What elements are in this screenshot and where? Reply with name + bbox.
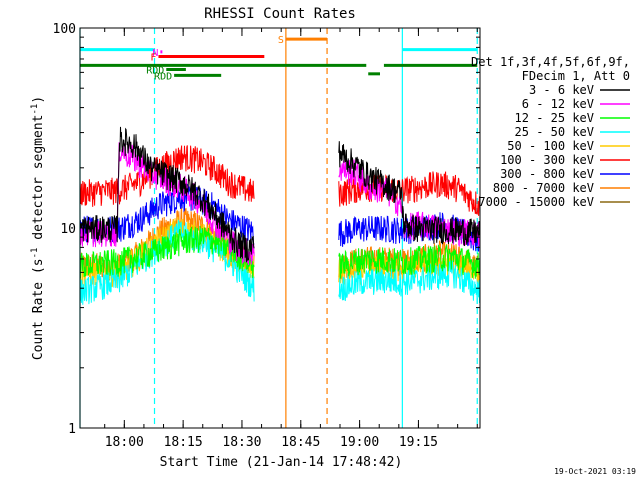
y-axis-label-main: Count Rate (s	[31, 258, 46, 360]
flag-label: N	[152, 48, 158, 59]
series-100-300-kev-line	[79, 145, 255, 207]
y-tick-label: 1	[68, 422, 76, 437]
legend-label: 6 - 12 keV	[522, 97, 594, 111]
series-25-50-kev-line-after-gap	[338, 259, 480, 304]
x-tick-label: 18:15	[164, 435, 203, 450]
series-3-6-kev-line-after-gap	[338, 141, 480, 247]
chart-title: RHESSI Count Rates	[204, 6, 356, 22]
legend-label: 800 - 7000 keV	[493, 181, 594, 195]
legend-label: 300 - 800 keV	[500, 167, 594, 181]
legend: Det 1f,3f,4f,5f,6f,9f, FDecim 1, Att 0 3…	[471, 55, 630, 209]
y-axis-label-exp1: -1	[30, 248, 40, 259]
legend-label: 25 - 50 keV	[515, 125, 594, 139]
axis-ticks: 18:00 18:15 18:30 18:45 19:00 19:15 1 10 100	[53, 22, 480, 450]
legend-label: 12 - 25 keV	[515, 111, 594, 125]
x-tick-label: 18:00	[105, 435, 144, 450]
y-tick-label: 10	[60, 222, 76, 237]
legend-label: 7000 - 15000 keV	[478, 195, 594, 209]
flag-label: RDD	[154, 71, 172, 82]
footer-date: 19-Oct-2021 03:19	[554, 467, 636, 476]
x-axis-label: Start Time (21-Jan-14 17:48:42)	[160, 455, 403, 470]
series-12-25-kev-line-after-gap	[338, 244, 480, 279]
y-tick-label: 100	[53, 22, 76, 37]
y-axis-label-mid: detector segment	[31, 115, 46, 248]
x-tick-label: 18:45	[281, 435, 320, 450]
legend-header-line-1: Det 1f,3f,4f,5f,6f,9f,	[471, 55, 630, 69]
legend-label: 3 - 6 keV	[529, 83, 594, 97]
legend-label: 100 - 300 keV	[500, 153, 594, 167]
flag-label: F	[150, 53, 156, 64]
y-axis-label-end: )	[31, 96, 46, 104]
legend-label: 50 - 100 keV	[507, 139, 594, 153]
series-3-6-kev-line	[79, 126, 255, 263]
x-tick-label: 18:30	[222, 435, 261, 450]
y-axis-label-exp2: -1	[30, 104, 40, 115]
y-axis-label: Count Rate (s-1 detector segment-1)	[30, 96, 46, 360]
data-series	[79, 126, 480, 305]
x-tick-label: 19:00	[340, 435, 379, 450]
flag-label: RDD	[146, 66, 164, 77]
series-12-25-kev-line	[79, 225, 255, 280]
x-tick-label: 19:15	[399, 435, 438, 450]
legend-header-line-2: FDecim 1, Att 0	[522, 69, 630, 83]
flag-label: S	[278, 35, 284, 46]
